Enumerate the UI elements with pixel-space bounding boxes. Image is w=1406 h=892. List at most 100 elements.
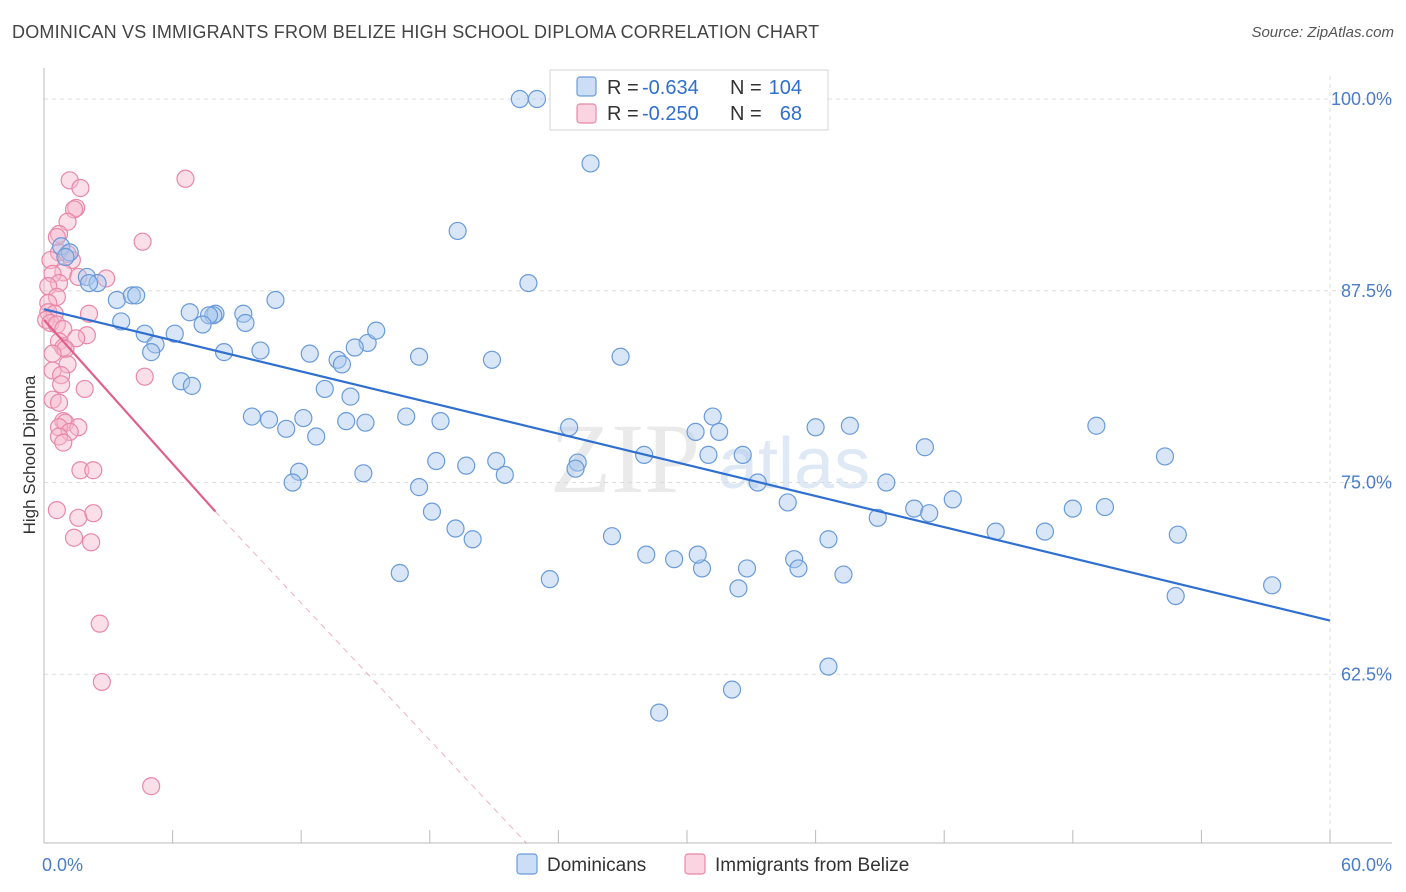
- point-dominicans: [356, 413, 375, 432]
- point-belize: [69, 508, 88, 527]
- point-belize: [84, 504, 103, 523]
- point-dominicans: [446, 519, 465, 538]
- point-dominicans: [819, 657, 838, 676]
- stats-n-value-pink: 68: [780, 103, 802, 125]
- legend-swatch-belize[interactable]: [684, 853, 706, 875]
- stats-r-label-blue: R =: [607, 77, 639, 99]
- point-dominicans: [142, 343, 161, 362]
- point-dominicans: [737, 559, 757, 578]
- point-dominicans: [510, 89, 529, 109]
- point-dominicans: [79, 273, 99, 293]
- point-dominicans: [289, 462, 309, 481]
- point-dominicans: [300, 344, 319, 363]
- point-belize: [92, 672, 111, 692]
- point-dominicans: [172, 372, 191, 391]
- point-dominicans: [315, 379, 334, 399]
- point-dominicans: [307, 427, 326, 446]
- point-belize: [176, 169, 195, 188]
- point-dominicans: [1063, 499, 1082, 518]
- point-belize: [82, 533, 101, 552]
- point-belize: [60, 422, 79, 441]
- stats-r-label-pink: R =: [607, 103, 639, 125]
- point-dominicans: [692, 559, 712, 578]
- point-dominicans: [457, 456, 476, 475]
- point-dominicans: [431, 412, 450, 431]
- y-tick-label: 87.5%: [1341, 281, 1392, 301]
- y-tick-label: 100.0%: [1331, 89, 1392, 109]
- point-dominicans: [778, 493, 797, 512]
- point-belize: [77, 326, 96, 345]
- point-dominicans: [519, 273, 538, 293]
- point-dominicans: [294, 408, 313, 428]
- point-dominicans: [611, 347, 630, 366]
- point-dominicans: [112, 312, 131, 331]
- stats-n-value-blue: 104: [769, 77, 802, 99]
- point-dominicans: [495, 465, 514, 484]
- point-dominicans: [390, 563, 409, 583]
- point-dominicans: [487, 451, 506, 471]
- trend-lines: [43, 308, 1331, 844]
- point-dominicans: [840, 416, 859, 435]
- y-axis-label: High School Diploma: [20, 375, 39, 534]
- point-dominicans: [566, 459, 585, 478]
- point-belize: [75, 379, 94, 399]
- point-dominicans: [527, 89, 547, 109]
- point-belize: [52, 366, 71, 385]
- point-dominicans: [877, 473, 896, 492]
- point-dominicans: [1155, 447, 1175, 466]
- point-dominicans: [602, 527, 622, 546]
- point-dominicans: [1087, 416, 1106, 435]
- point-belize: [69, 418, 88, 437]
- point-dominicans: [729, 579, 748, 598]
- point-dominicans: [1166, 586, 1185, 606]
- point-belize: [47, 227, 66, 247]
- series-belize-points: [37, 169, 195, 796]
- point-dominicans: [665, 550, 684, 569]
- point-dominicans: [1168, 525, 1187, 544]
- stats-r-value-pink: -0.250: [642, 103, 699, 125]
- point-dominicans: [650, 703, 669, 722]
- point-dominicans: [354, 464, 373, 483]
- point-dominicans: [242, 407, 262, 426]
- legend-label-dominicans[interactable]: Dominicans: [547, 855, 646, 876]
- chart-title: DOMINICAN VS IMMIGRANTS FROM BELIZE HIGH…: [12, 22, 820, 42]
- series-dominicans-points: [52, 89, 1282, 722]
- legend-label-belize[interactable]: Immigrants from Belize: [715, 855, 909, 876]
- point-belize: [43, 344, 62, 363]
- point-dominicans: [560, 418, 579, 437]
- point-dominicans: [165, 324, 184, 343]
- point-belize: [49, 393, 69, 412]
- trend-extension-belize: [215, 511, 527, 844]
- point-dominicans: [259, 410, 279, 429]
- point-dominicans: [834, 565, 853, 584]
- stats-n-label-blue: N =: [730, 77, 762, 99]
- point-dominicans: [789, 559, 808, 578]
- point-dominicans: [710, 422, 729, 441]
- point-dominicans: [1035, 522, 1055, 541]
- source-credit: Source: ZipAtlas.com: [1251, 24, 1394, 41]
- point-dominicans: [905, 499, 924, 518]
- stats-n-label-pink: N =: [730, 103, 762, 125]
- point-dominicans: [193, 315, 212, 334]
- point-belize: [84, 461, 103, 480]
- point-dominicans: [722, 680, 742, 699]
- watermark-atlas: atlas: [718, 424, 870, 504]
- trend-line-belize: [43, 319, 217, 513]
- point-dominicans: [688, 545, 707, 564]
- legend-swatch-dominicans[interactable]: [516, 853, 538, 875]
- point-dominicans: [920, 504, 939, 523]
- point-dominicans: [422, 502, 442, 521]
- point-dominicans: [127, 286, 146, 305]
- point-belize: [41, 250, 60, 270]
- point-belize: [142, 777, 161, 796]
- stats-legend-box: R = -0.634 N = 104 R = -0.250 N = 68: [549, 69, 829, 131]
- point-dominicans: [341, 387, 360, 406]
- point-belize: [133, 232, 152, 251]
- point-dominicans: [277, 419, 296, 438]
- point-belize: [90, 614, 109, 633]
- point-belize: [64, 528, 84, 547]
- point-belize: [135, 367, 154, 386]
- point-dominicans: [943, 490, 962, 509]
- point-dominicans: [56, 247, 75, 267]
